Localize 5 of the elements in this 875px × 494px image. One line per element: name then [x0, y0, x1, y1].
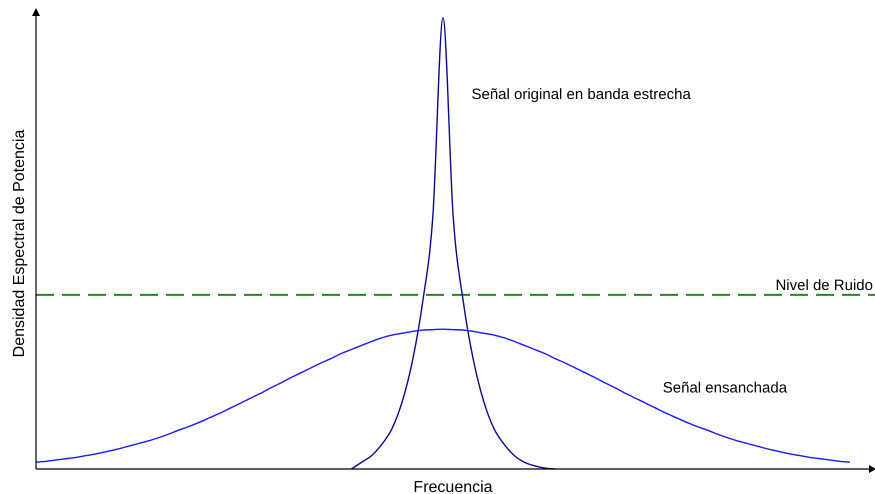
series-label: Señal ensanchada	[662, 379, 788, 396]
series-label: Señal original en banda estrecha	[471, 86, 692, 104]
y-axis-title: Densidad Espectral de Potencia	[11, 130, 28, 358]
x-axis-title: Frecuencia	[413, 479, 493, 494]
ref-line-label: Nivel de Ruido	[775, 276, 873, 294]
